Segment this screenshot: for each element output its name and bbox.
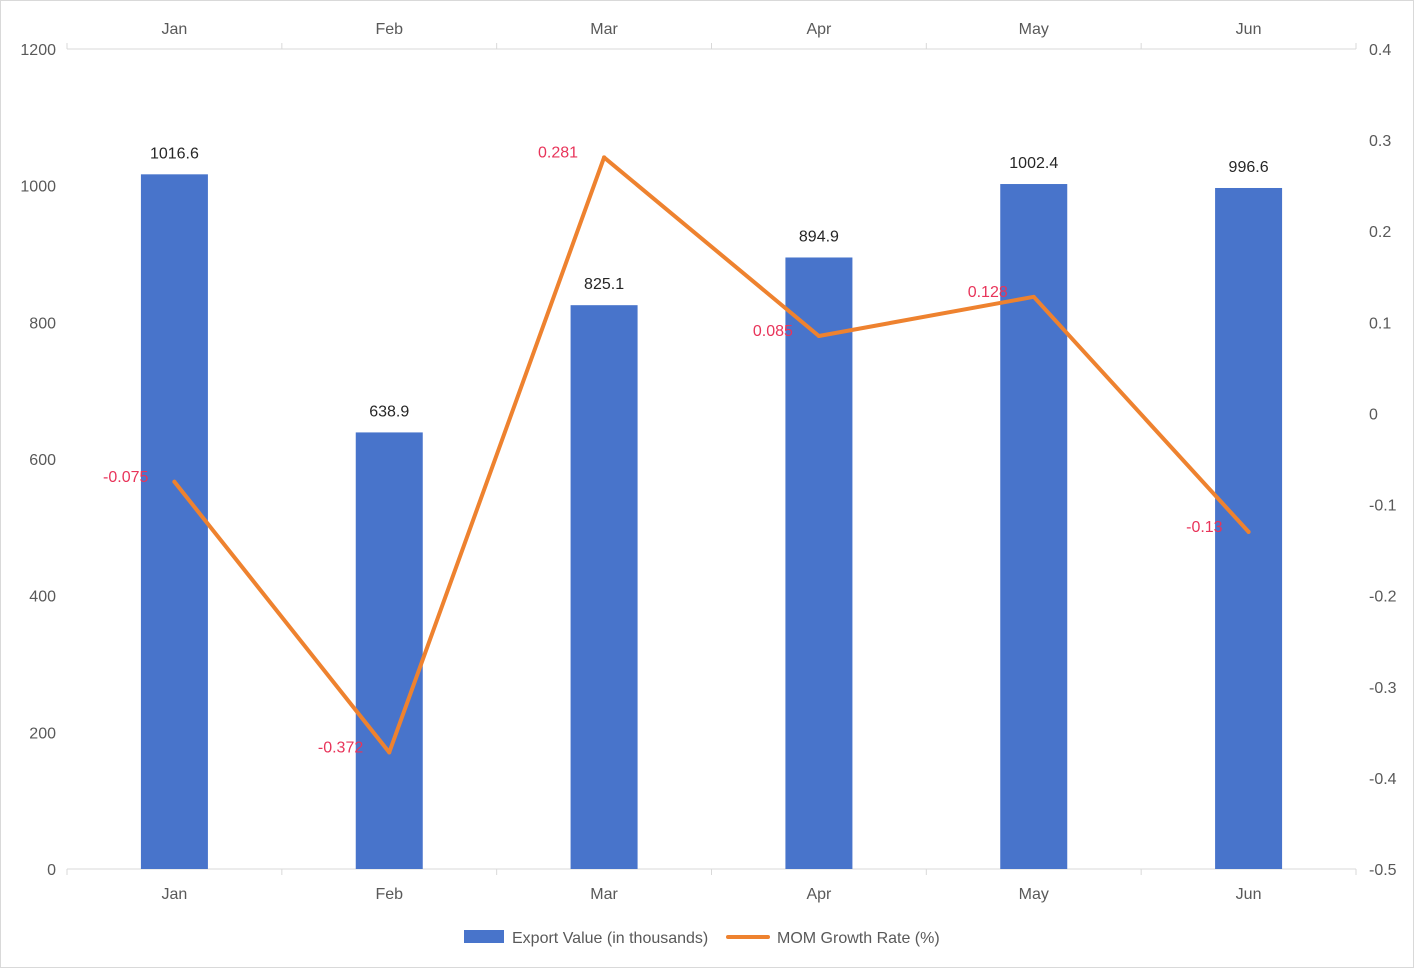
legend: Export Value (in thousands) MOM Growth Ra…	[464, 930, 940, 947]
y-left-tick-label: 400	[29, 589, 56, 606]
y-right-tick-label: 0.3	[1369, 133, 1391, 150]
line-point	[816, 334, 821, 338]
legend-swatch-bar	[464, 930, 504, 943]
line-point	[1031, 294, 1036, 299]
bar-data-label: 1002.4	[1009, 155, 1058, 172]
y-right-tick-label: -0.3	[1369, 680, 1397, 697]
x-tick-label-top: Jun	[1236, 21, 1262, 38]
x-tick-label-bottom: Apr	[806, 886, 832, 903]
bars-layer	[140, 174, 1283, 870]
line-point	[387, 750, 392, 755]
bar-data-label: 996.6	[1229, 159, 1269, 176]
y-right-tick-label: 0.2	[1369, 224, 1391, 241]
legend-label-bar: Export Value (in thousands)	[512, 930, 708, 947]
x-tick-label-top: Mar	[590, 21, 618, 38]
line-data-label: 0.128	[968, 284, 1008, 301]
bar	[1000, 184, 1068, 869]
line-point	[172, 479, 177, 484]
y-left-tick-label: 800	[29, 315, 56, 332]
y-left-tick-label: 1200	[20, 42, 56, 59]
x-tick-label-bottom: Jan	[162, 886, 188, 903]
bar-data-label: 1016.6	[150, 145, 199, 162]
y-left-tick-label: 600	[29, 452, 56, 469]
line-data-label: 0.085	[753, 323, 793, 340]
bar-data-label: 894.9	[799, 228, 839, 245]
line-point	[602, 155, 607, 160]
bar-data-label: 825.1	[584, 276, 624, 293]
bar	[785, 257, 853, 869]
x-tick-label-top: Feb	[375, 21, 403, 38]
bar-data-label: 638.9	[369, 403, 409, 420]
line-data-label: -0.372	[318, 739, 363, 756]
y-right-tick-label: -0.5	[1369, 862, 1397, 879]
line-data-label: -0.075	[103, 469, 148, 486]
axes-layer: Jan Jan Feb Feb Mar Mar Apr Apr May May Jun Jun 0 200…	[20, 21, 1396, 903]
x-tick-label-top: May	[1019, 21, 1049, 38]
y-right-tick-label: -0.4	[1369, 771, 1397, 788]
bar	[1215, 187, 1283, 870]
line-data-label: -0.13	[1186, 519, 1223, 536]
line-layer	[172, 155, 1251, 755]
growth-rate-line	[172, 155, 1251, 755]
x-tick-label-bottom: May	[1019, 886, 1049, 903]
y-right-tick-label: -0.2	[1369, 589, 1397, 606]
bar	[570, 305, 638, 870]
y-left-tick-label: 200	[29, 725, 56, 742]
x-tick-label-bottom: Mar	[590, 886, 618, 903]
y-right-tick-label: 0	[1369, 406, 1378, 423]
y-right-tick-label: 0.4	[1369, 42, 1391, 59]
y-right-tick-label: 0.1	[1369, 315, 1391, 332]
x-tick-label-top: Apr	[806, 21, 832, 38]
x-tick-label-bottom: Feb	[375, 886, 403, 903]
bar	[355, 432, 423, 869]
x-tick-label-bottom: Jun	[1236, 886, 1262, 903]
x-tick-label-top: Jan	[162, 21, 188, 38]
y-right-tick-label: -0.1	[1369, 498, 1397, 515]
y-left-tick-label: 0	[47, 862, 56, 879]
line-point	[1246, 529, 1251, 534]
labels-layer: 1016.6 638.9 825.1 894.9 1002.4 996.6 -0.075 -0…	[103, 144, 1269, 756]
line-data-label: 0.281	[538, 144, 578, 161]
y-left-tick-label: 1000	[20, 179, 56, 196]
legend-label-line: MOM Growth Rate (%)	[777, 930, 940, 947]
bar	[140, 174, 208, 869]
